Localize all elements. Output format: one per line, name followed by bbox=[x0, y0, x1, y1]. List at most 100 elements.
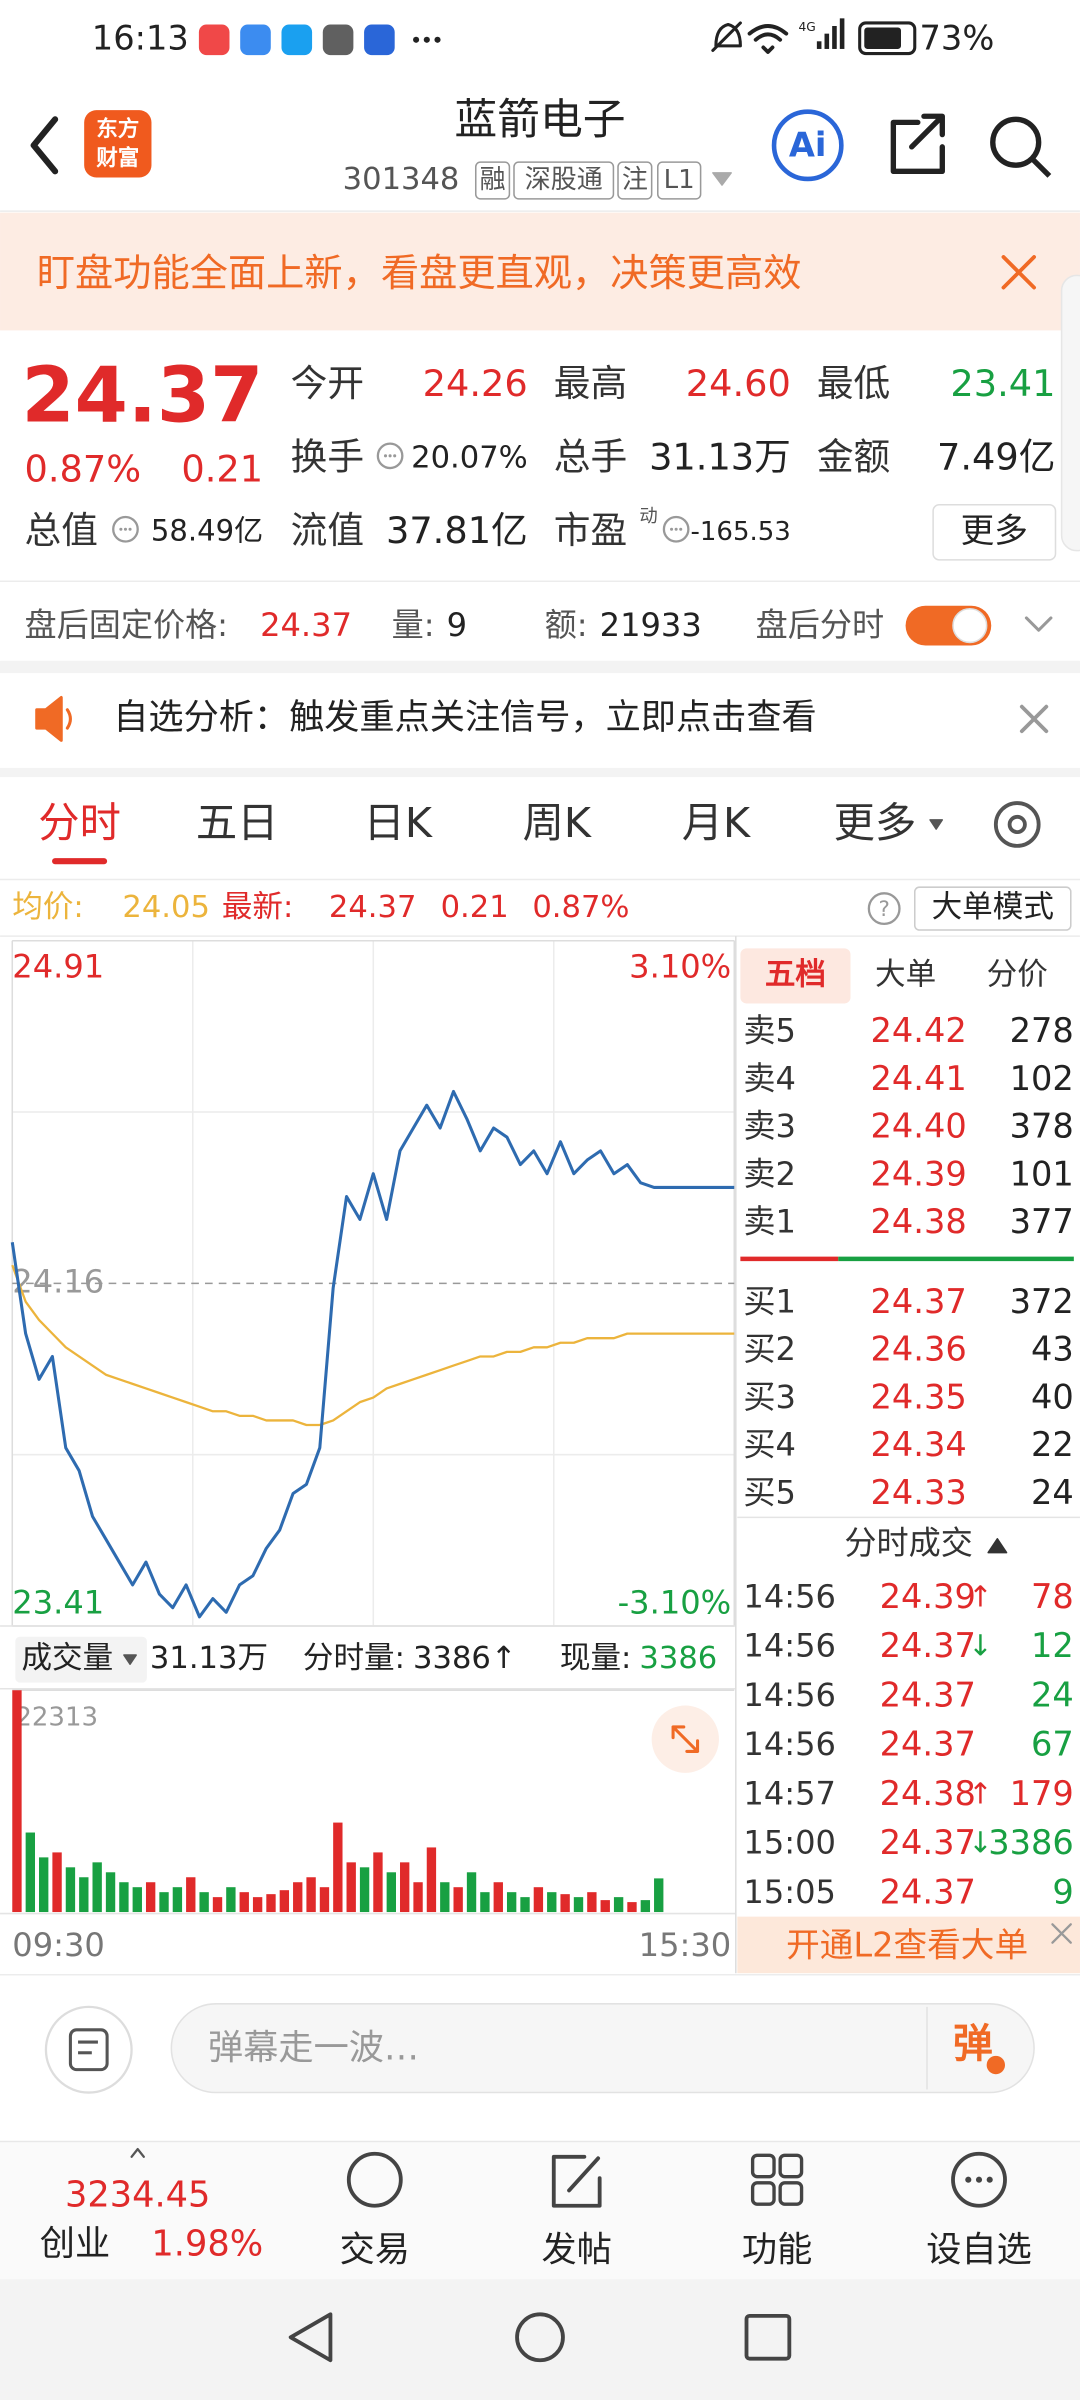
trade-time: 15:00 bbox=[743, 1824, 836, 1862]
nav-item[interactable]: 交易 bbox=[340, 2230, 410, 2271]
volume-label[interactable]: 成交量 bbox=[21, 1641, 113, 1676]
latest-pct: 0.87% bbox=[532, 890, 629, 925]
nav-icon-dot bbox=[975, 2176, 983, 2183]
volume-bar bbox=[493, 1882, 503, 1913]
comment-input[interactable] bbox=[170, 2003, 1035, 2094]
system-recents[interactable] bbox=[744, 2313, 792, 2361]
search-button[interactable] bbox=[990, 116, 1042, 168]
share-button[interactable] bbox=[890, 113, 945, 174]
stat-value: 24.60 bbox=[686, 362, 791, 405]
l2-close[interactable] bbox=[1051, 1923, 1072, 1944]
more-button-label[interactable]: 更多 bbox=[961, 511, 1028, 550]
book-volume: 372 bbox=[1010, 1282, 1074, 1321]
stat-label: 换手 bbox=[291, 435, 364, 478]
status-dot bbox=[423, 36, 430, 43]
nav-icon bbox=[551, 2154, 602, 2208]
book-level-label: 买4 bbox=[743, 1426, 796, 1464]
change-pct: 0.87% bbox=[25, 448, 142, 491]
mode-label[interactable]: 大单模式 bbox=[932, 890, 1054, 925]
stat-label: 流值 bbox=[291, 509, 364, 552]
index-value[interactable]: 3234.45 bbox=[65, 2175, 210, 2216]
dropdown-arrow[interactable] bbox=[712, 172, 732, 186]
nav-item[interactable]: 功能 bbox=[742, 2230, 812, 2271]
chart-tab[interactable]: 月K bbox=[682, 799, 751, 847]
index-name[interactable]: 创业 bbox=[40, 2224, 110, 2265]
book-price: 24.33 bbox=[870, 1473, 966, 1512]
volume-bar bbox=[306, 1877, 316, 1913]
book-price: 24.37 bbox=[870, 1282, 966, 1321]
nav-item[interactable]: 设自选 bbox=[926, 2230, 1032, 2271]
stat-value: 20.07% bbox=[411, 440, 528, 475]
after-hours-amount: 21933 bbox=[600, 606, 702, 644]
order-book-tab[interactable]: 五档 bbox=[765, 957, 826, 992]
nav-icon bbox=[750, 2181, 776, 2206]
status-app-icon bbox=[322, 24, 354, 56]
volume-bar bbox=[25, 1832, 36, 1913]
banner-close[interactable] bbox=[1001, 255, 1036, 290]
notice-close[interactable] bbox=[1019, 704, 1049, 734]
volume-bar bbox=[480, 1892, 490, 1913]
y2-tick-label: 3.10% bbox=[629, 947, 731, 985]
order-book-tab[interactable]: 大单 bbox=[875, 957, 936, 992]
trades-title[interactable]: 分时成交 bbox=[844, 1524, 972, 1562]
ai-label[interactable]: Ai bbox=[789, 125, 827, 164]
order-tab-active bbox=[740, 948, 851, 1004]
stat-value: -165.53 bbox=[691, 517, 791, 547]
trade-volume: 179 bbox=[1010, 1774, 1074, 1813]
chart-tab[interactable]: 周K bbox=[523, 799, 592, 847]
comment-settings-button[interactable] bbox=[44, 2005, 133, 2094]
trade-direction: ↓ bbox=[968, 1629, 992, 1663]
volume-bar bbox=[506, 1892, 517, 1913]
nav-item[interactable]: 发帖 bbox=[542, 2230, 612, 2271]
more-button[interactable] bbox=[932, 504, 1057, 561]
danmaku-button[interactable]: 弹 bbox=[953, 2021, 993, 2067]
chart-tab[interactable]: 更多 bbox=[834, 799, 917, 847]
stock-name: 蓝箭电子 bbox=[454, 95, 625, 145]
stat-value: 23.41 bbox=[950, 362, 1055, 405]
mode-button[interactable] bbox=[913, 886, 1072, 931]
last-price: 24.37 bbox=[21, 352, 263, 441]
tag-box bbox=[474, 161, 511, 200]
y-tick-label: 22313 bbox=[15, 1702, 98, 1732]
banner-bg bbox=[0, 212, 1080, 331]
chart-tab[interactable]: 分时 bbox=[38, 799, 121, 847]
chart-tab[interactable]: 五日 bbox=[196, 799, 279, 847]
ai-button[interactable] bbox=[771, 109, 844, 182]
help-icon[interactable] bbox=[867, 892, 901, 926]
system-home[interactable] bbox=[515, 2312, 565, 2363]
index-pct[interactable]: 1.98% bbox=[151, 2224, 263, 2265]
current-volume-label: 现量: bbox=[560, 1641, 631, 1676]
comment-placeholder[interactable]: 弹幕走一波… bbox=[208, 2028, 419, 2069]
status-app-icon bbox=[198, 24, 230, 56]
trade-volume: 9 bbox=[1052, 1872, 1073, 1911]
volume-bar bbox=[279, 1890, 290, 1913]
system-back[interactable] bbox=[288, 2312, 333, 2363]
status-signal-bar bbox=[824, 33, 830, 49]
info-icon-dot bbox=[119, 527, 123, 531]
chart-tab[interactable]: 日K bbox=[364, 799, 433, 847]
info-icon bbox=[662, 515, 690, 543]
status-battery bbox=[858, 21, 917, 56]
book-price: 24.36 bbox=[870, 1330, 966, 1369]
book-price: 24.38 bbox=[870, 1202, 966, 1241]
l2-bar[interactable] bbox=[737, 1916, 1080, 1974]
toggle-knob bbox=[952, 608, 988, 644]
tag-box bbox=[617, 161, 653, 200]
banner-text[interactable]: 盯盘功能全面上新，看盘更直观，决策更高效 bbox=[37, 252, 802, 296]
info-icon bbox=[376, 442, 404, 470]
price-line bbox=[10, 1089, 735, 1619]
trade-price: 24.37 bbox=[880, 1823, 976, 1862]
settings-button[interactable] bbox=[993, 801, 1041, 848]
back-button[interactable] bbox=[30, 116, 59, 175]
status-mute-icon bbox=[711, 21, 742, 53]
tag-box bbox=[513, 161, 615, 200]
order-book-tab[interactable]: 分价 bbox=[987, 957, 1048, 992]
expand-chevron[interactable] bbox=[1024, 616, 1053, 632]
book-volume: 40 bbox=[1031, 1377, 1074, 1416]
l2-promo[interactable]: 开通L2查看大单 bbox=[786, 1926, 1028, 1965]
trade-price: 24.37 bbox=[880, 1675, 976, 1714]
volume-selector[interactable] bbox=[15, 1636, 147, 1683]
volume-bar bbox=[159, 1892, 169, 1913]
notice-text[interactable]: 自选分析：触发重点关注信号，立即点击查看 bbox=[113, 697, 816, 738]
volume-bar bbox=[186, 1877, 196, 1913]
